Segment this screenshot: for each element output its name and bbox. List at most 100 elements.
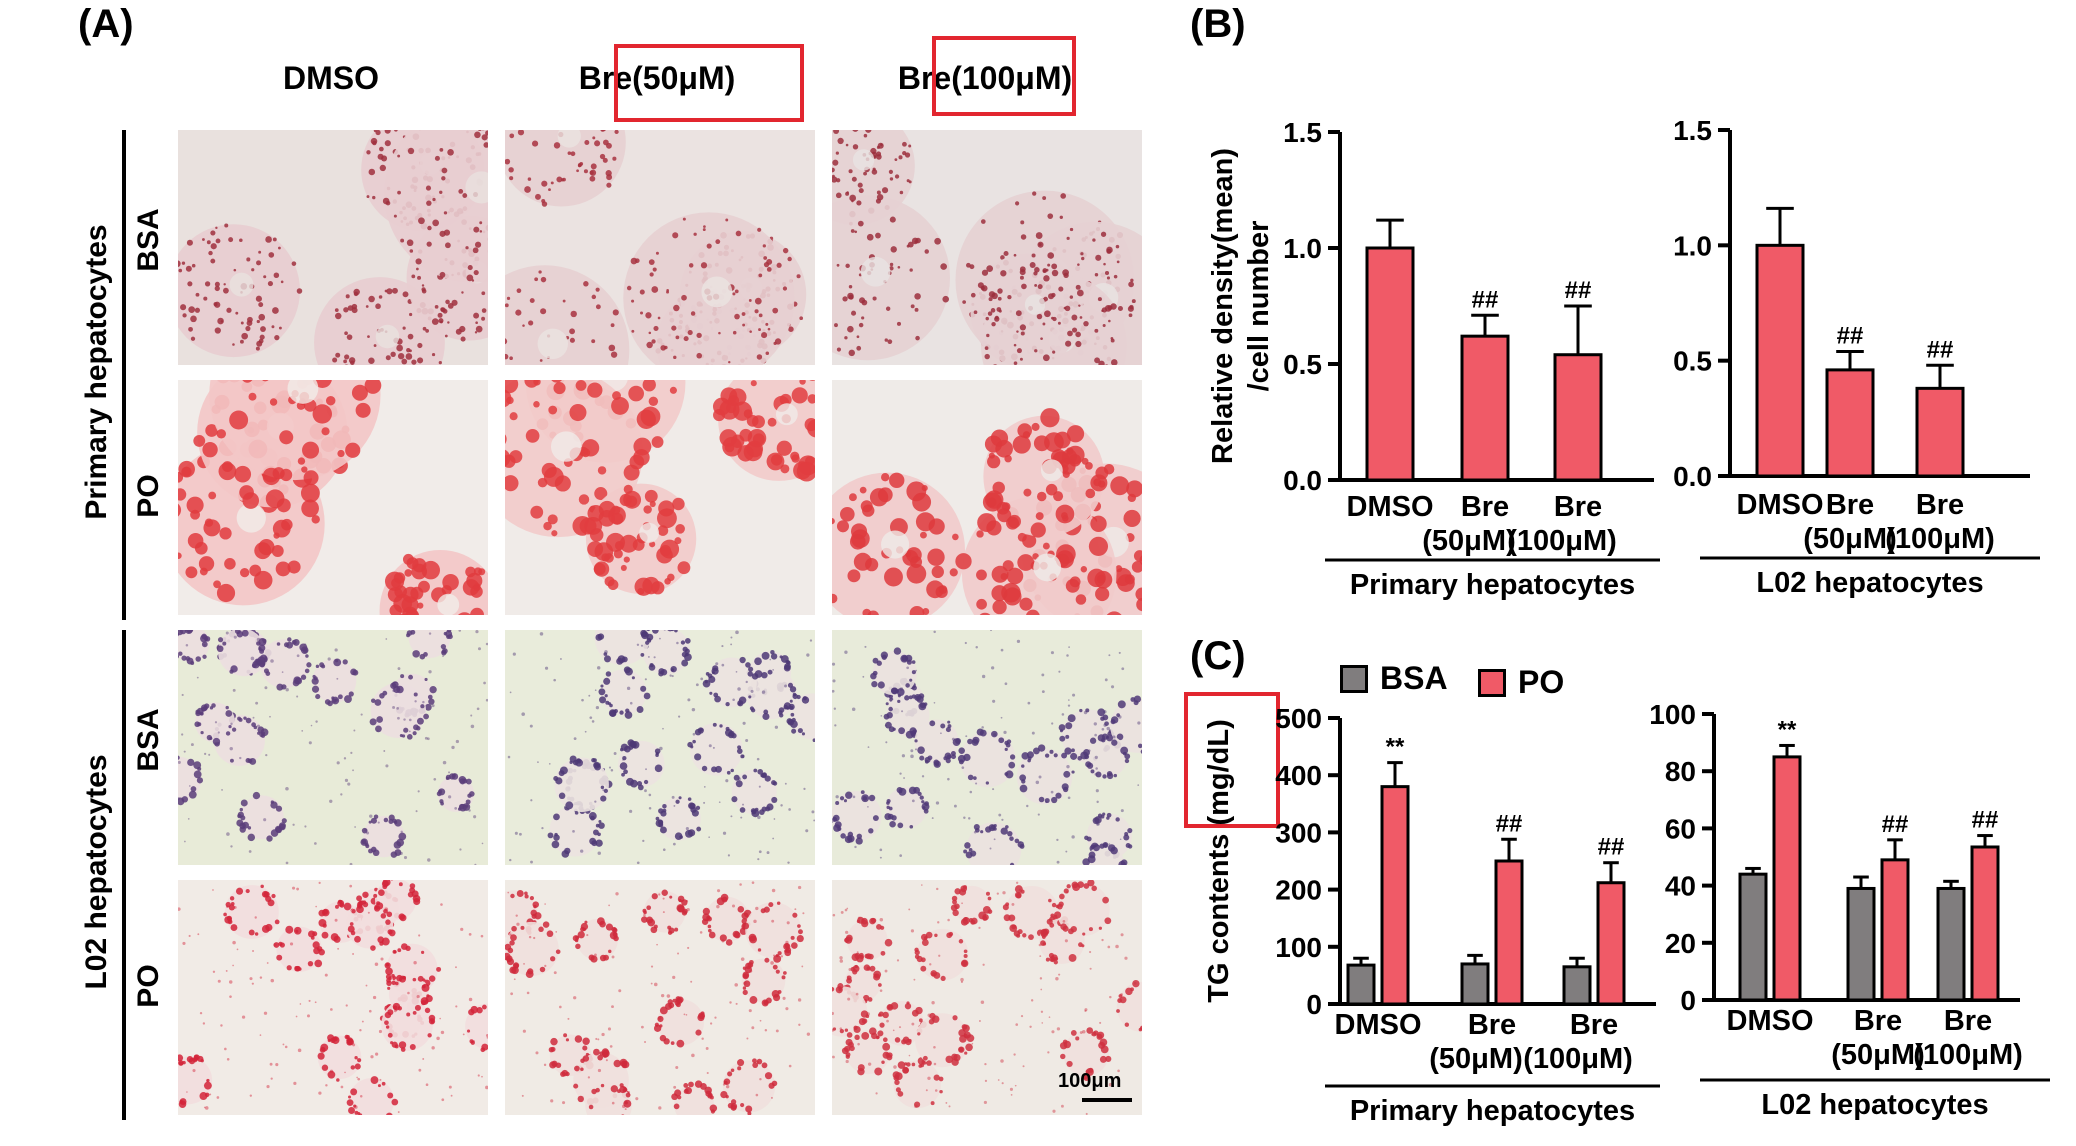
micrograph-l02-bsa-bre100 (832, 630, 1142, 865)
micrograph-l02-po-bre100 (832, 880, 1142, 1115)
bar (1365, 246, 1415, 482)
y-tick-label: 0 (1306, 989, 1322, 1020)
scale-bar-label: 100μm (1058, 1070, 1122, 1092)
bar (1460, 334, 1510, 482)
y-tick-label: 100 (1275, 932, 1322, 963)
significance-label: ## (1565, 277, 1592, 304)
y-tick-label: 20 (1665, 928, 1696, 959)
x-tick-label: (50μM) (1831, 1039, 1924, 1071)
micrograph-l02-bsa-dmso (178, 630, 488, 865)
bar (1553, 353, 1603, 482)
significance-label: ## (1927, 336, 1954, 363)
y-tick-label: 500 (1275, 703, 1322, 734)
column-header-dmso: DMSO (283, 60, 379, 96)
legend-item-po: PO (1478, 664, 1564, 701)
y-tick-label: 200 (1275, 875, 1322, 906)
significance-label: ** (1778, 716, 1797, 743)
y-tick-label: 1.5 (1673, 115, 1712, 146)
y-tick-label: 80 (1665, 756, 1696, 787)
bar (1825, 368, 1875, 478)
x-tick-label: DMSO (1335, 1009, 1422, 1041)
group-label-primary: Primary hepatocytes (80, 224, 113, 520)
scale-bar-line (1082, 1098, 1132, 1102)
bar (1738, 872, 1768, 1002)
y-tick-label: 0.0 (1673, 461, 1712, 492)
group-divider-l02 (122, 630, 126, 1120)
significance-label: ## (1882, 811, 1909, 838)
micrograph-l02-po-dmso (178, 880, 488, 1115)
legend-swatch-po (1478, 668, 1506, 697)
x-tick-label: (100μM) (1913, 1039, 2023, 1071)
chart-c-primary: 0 100 200 300 400 500 TG contents (mg/dL) ** DMS… (1203, 703, 1660, 1127)
significance-label: ## (1837, 322, 1864, 349)
row-label-l02-bsa: BSA (132, 708, 165, 772)
legend-swatch-bsa (1340, 664, 1368, 693)
bar (1346, 963, 1376, 1006)
bar (1755, 243, 1805, 478)
y-tick-label: 100 (1649, 700, 1696, 730)
x-axis-label: L02 hepatocytes (1761, 1089, 1988, 1121)
column-header-bre50: Bre(50μM) (578, 60, 736, 96)
chart-b-primary: 0.0 0.5 1.0 1.5 Relative density(mean)/cell … (1207, 117, 1660, 601)
significance-label: ## (1972, 807, 1999, 834)
micrograph-primary-bsa-dmso (178, 130, 488, 365)
y-tick-label: 0.0 (1283, 465, 1322, 496)
panel-a-label: (A) (78, 2, 134, 46)
highlight-box-bre50 (614, 44, 804, 122)
y-tick-label: 1.5 (1283, 117, 1322, 148)
x-axis-label: Primary hepatocytes (1350, 569, 1635, 601)
y-tick-label: 400 (1275, 760, 1322, 791)
micrograph-primary-bsa-bre100 (832, 130, 1142, 365)
y-axis-label: Relative density(mean) (1207, 148, 1239, 464)
y-tick-label: 1.0 (1673, 230, 1712, 261)
significance-label: ** (1386, 734, 1405, 761)
row-label-primary-po: PO (132, 474, 165, 518)
y-tick-label: 1.0 (1283, 233, 1322, 264)
y-tick-label: 0.5 (1673, 346, 1712, 377)
micrograph-primary-po-bre100 (832, 380, 1142, 615)
group-divider-primary (122, 130, 126, 620)
x-axis-label: L02 hepatocytes (1756, 567, 1983, 599)
x-tick-label: (100μM) (1885, 523, 1995, 555)
row-label-l02-po: PO (132, 964, 165, 1008)
y-tick-label: 300 (1275, 817, 1322, 848)
x-tick-label: (50μM) (1803, 523, 1896, 555)
y-axis-label: /cell number (1243, 221, 1275, 392)
y-tick-label: 60 (1665, 813, 1696, 844)
row-label-primary-bsa: BSA (132, 208, 165, 272)
micrograph-l02-bsa-bre50 (505, 630, 815, 865)
y-tick-label: 40 (1665, 871, 1696, 902)
micrograph-primary-po-dmso (178, 380, 488, 615)
bar (1380, 785, 1410, 1006)
x-tick-label: Bre (1554, 491, 1602, 523)
panel-c-label: (C) (1190, 634, 1246, 678)
bar (1562, 965, 1592, 1006)
x-tick-label: DMSO (1727, 1005, 1814, 1037)
x-tick-label: (50μM) (1422, 525, 1515, 557)
x-tick-label: DMSO (1347, 491, 1434, 523)
x-tick-label: DMSO (1737, 489, 1824, 521)
x-tick-label: (50μM) (1429, 1043, 1522, 1075)
bar (1846, 886, 1876, 1002)
x-tick-label: Bre (1461, 491, 1509, 523)
bar (1970, 845, 2000, 1002)
y-axis-label: TG contents (mg/dL) (1203, 719, 1235, 1003)
x-tick-label: Bre (1826, 489, 1874, 521)
legend-label-bsa: BSA (1380, 660, 1448, 696)
significance-label: ## (1598, 834, 1625, 861)
x-tick-label: (100μM) (1523, 1043, 1633, 1075)
micrograph-primary-po-bre50 (505, 380, 815, 615)
bar (1915, 386, 1965, 478)
micrograph-primary-bsa-bre50 (505, 130, 815, 365)
x-tick-label: Bre (1916, 489, 1964, 521)
x-tick-label: Bre (1468, 1009, 1516, 1041)
legend-item-bsa: BSA (1340, 660, 1448, 697)
micrograph-l02-po-bre50 (505, 880, 815, 1115)
significance-label: ## (1472, 286, 1499, 313)
x-tick-label: Bre (1944, 1005, 1992, 1037)
bar (1880, 858, 1910, 1002)
legend-label-po: PO (1518, 664, 1565, 700)
highlight-box-bre100 (932, 36, 1076, 116)
column-header-bre100: Bre(100μM) (897, 60, 1073, 96)
